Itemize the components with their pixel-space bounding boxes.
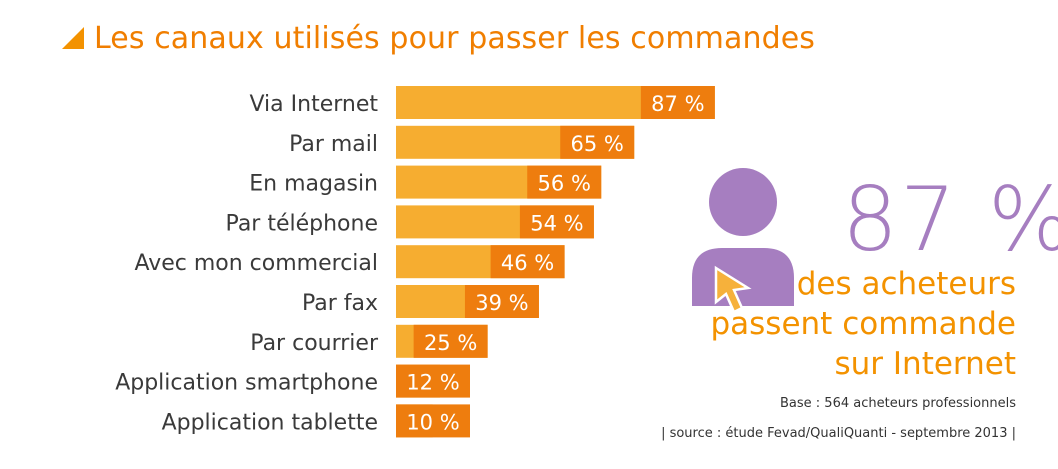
highlight-line-1: des acheteurs <box>796 266 1016 302</box>
value-label-box-6 <box>464 285 539 318</box>
value-label-4: 54 % <box>530 211 583 235</box>
value-label-box-5 <box>490 245 565 279</box>
category-label-1: Via Internet <box>249 92 378 117</box>
value-label-box-1 <box>640 86 715 119</box>
value-label-box-2 <box>560 125 635 159</box>
value-label-5: 46 % <box>501 251 554 275</box>
value-label-box-9 <box>396 404 470 438</box>
value-label-2: 65 % <box>571 132 624 156</box>
category-label-6: Par fax <box>302 291 378 316</box>
highlight-line-3: sur Internet <box>834 346 1017 382</box>
title-triangle-icon <box>62 27 84 49</box>
value-label-3: 56 % <box>538 172 591 196</box>
highlight-value: 87 % <box>842 168 1058 271</box>
value-label-9: 10 % <box>406 410 459 434</box>
base-note: Base : 564 acheteurs professionnels <box>780 396 1016 411</box>
value-label-box-3 <box>527 165 602 199</box>
chart-title: Les canaux utilisés pour passer les comm… <box>94 20 815 56</box>
category-label-3: En magasin <box>249 172 378 197</box>
title-row: Les canaux utilisés pour passer les comm… <box>62 18 815 58</box>
highlight-line-2: passent commande <box>710 306 1016 342</box>
value-label-6: 39 % <box>475 291 528 315</box>
value-label-8: 12 % <box>406 371 459 395</box>
value-label-1: 87 % <box>651 92 704 116</box>
category-label-4: Par téléphone <box>226 211 378 236</box>
value-label-box-4 <box>519 205 594 239</box>
category-label-2: Par mail <box>289 132 378 157</box>
category-label-9: Application tablette <box>162 410 378 435</box>
value-label-box-8 <box>396 364 470 398</box>
category-label-8: Application smartphone <box>115 371 378 396</box>
source-note: | source : étude Fevad/QualiQuanti - sep… <box>661 426 1016 441</box>
cursor-icon <box>714 265 752 314</box>
value-label-7: 25 % <box>424 331 477 355</box>
category-label-5: Avec mon commercial <box>134 251 378 276</box>
highlight-caption: des acheteurs passent commande sur Inter… <box>710 264 1016 384</box>
value-label-box-7 <box>413 324 488 358</box>
person-with-cursor-icon <box>692 168 794 314</box>
person-head <box>709 168 777 236</box>
category-label-7: Par courrier <box>250 331 379 356</box>
